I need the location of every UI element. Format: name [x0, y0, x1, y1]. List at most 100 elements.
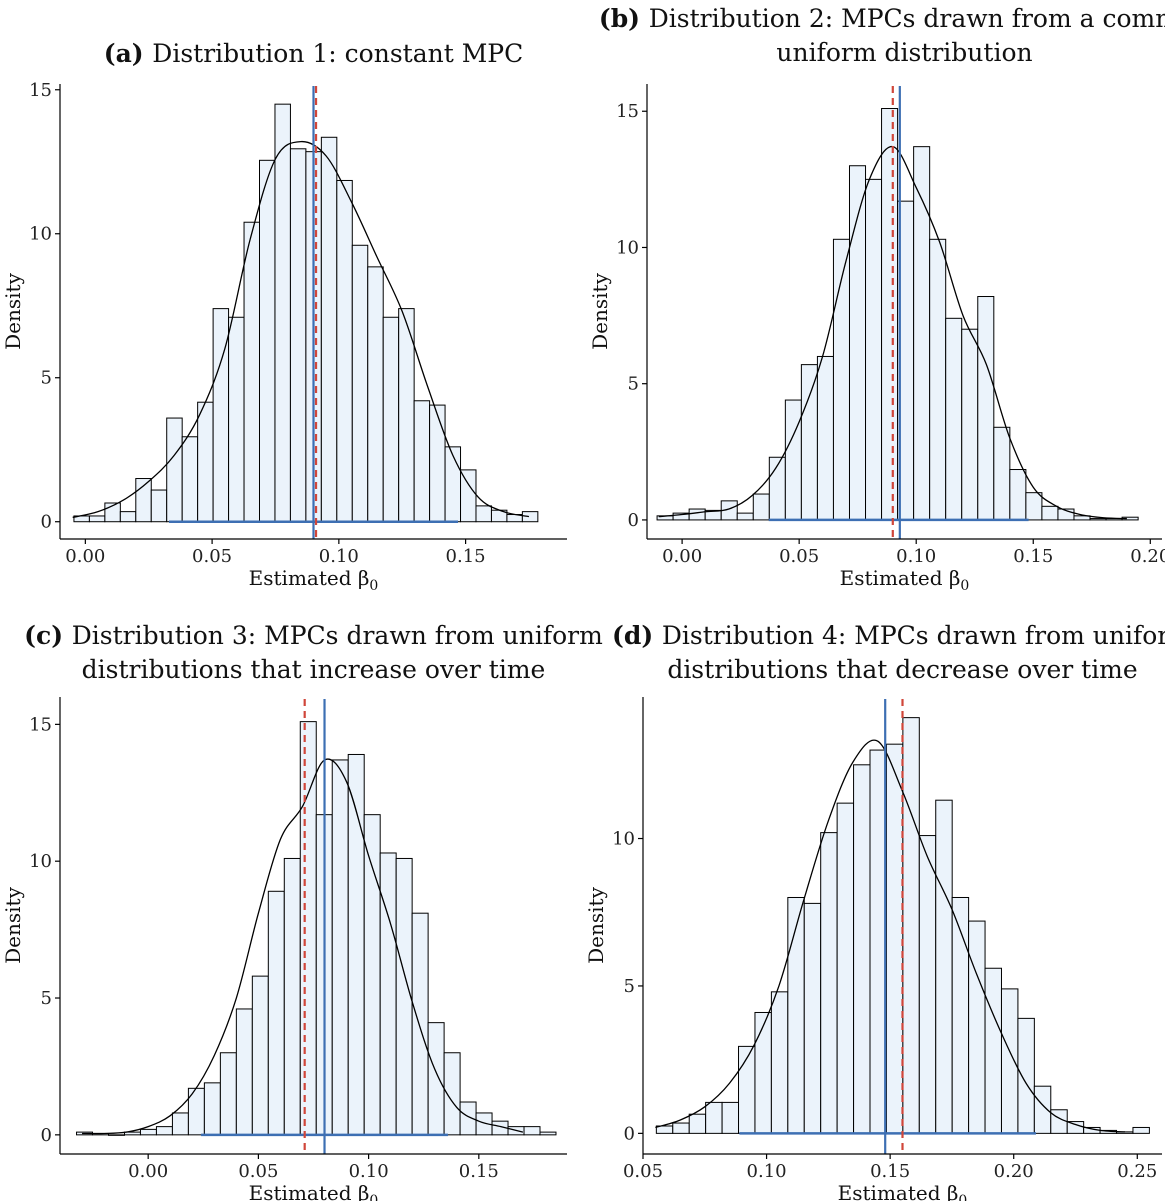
- histogram-bar: [1000, 988, 1019, 1134]
- x-axis-title: Estimated β0: [249, 1181, 379, 1201]
- y-axis-title: Density: [588, 272, 612, 349]
- chart-title: (a) Distribution 1: constant MPC: [104, 39, 524, 68]
- x-axis-title: Estimated β0: [840, 566, 970, 594]
- histogram-bar: [1009, 469, 1027, 521]
- histogram-bar: [243, 221, 260, 523]
- y-tick-label: 0: [41, 512, 52, 533]
- histogram-bar: [443, 1052, 461, 1136]
- y-tick-label: 5: [628, 374, 639, 395]
- histogram-bar: [351, 244, 369, 523]
- x-tick-label: 0.00: [662, 546, 702, 567]
- histogram-bar: [736, 512, 754, 521]
- y-axis-title: Density: [584, 886, 608, 963]
- histogram-bar: [155, 1126, 173, 1136]
- histogram-bar: [197, 401, 214, 523]
- histogram-bar: [993, 426, 1011, 521]
- histogram-bar: [367, 266, 384, 523]
- histogram-bar: [336, 179, 353, 523]
- histogram-bar: [228, 316, 245, 523]
- chart-panel-a: (a) Distribution 1: constant MPC 0.00 0.05…: [1, 39, 567, 594]
- histogram-bar: [212, 308, 230, 523]
- histogram-bar: [539, 1131, 557, 1136]
- histogram-bar: [331, 759, 349, 1136]
- histogram-bar: [1050, 1109, 1068, 1134]
- chart-title: (c) Distribution 3: MPCs drawn from unif…: [24, 621, 603, 650]
- histogram-bar: [913, 146, 931, 521]
- histogram-bar: [427, 1022, 445, 1136]
- histogram-bar: [166, 417, 183, 523]
- y-tick-label: 5: [624, 976, 635, 997]
- chart-title: distributions that decrease over time: [667, 655, 1137, 684]
- histogram-bar: [259, 159, 276, 523]
- histogram-bar: [150, 489, 168, 523]
- x-tick-label: 0.10: [319, 546, 359, 567]
- density-curve: [655, 739, 1125, 1133]
- x-tick-label: 0.00: [128, 1161, 168, 1182]
- histogram-bar: [320, 136, 338, 523]
- histogram-bar: [379, 852, 397, 1136]
- histogram-bar: [853, 764, 871, 1134]
- chart-title: (d) Distribution 4: MPCs drawn from unif…: [612, 621, 1165, 650]
- histogram-bar: [865, 178, 883, 521]
- histogram-bar: [902, 717, 920, 1134]
- histogram-bar: [1073, 515, 1091, 521]
- histogram-bar: [382, 316, 400, 523]
- histogram-bar: [1025, 492, 1043, 521]
- panel-label: (c): [24, 621, 72, 650]
- histogram-bar: [752, 493, 770, 521]
- histogram-bar: [754, 1011, 772, 1134]
- histogram-bar: [961, 328, 979, 521]
- histogram-bar: [705, 1101, 723, 1134]
- histogram-bar: [881, 108, 899, 521]
- histogram-bar: [171, 1112, 189, 1136]
- y-tick-label: 10: [29, 851, 52, 872]
- histogram-bar: [770, 991, 789, 1134]
- y-tick-label: 5: [41, 368, 52, 389]
- histogram-bar: [918, 835, 937, 1134]
- x-axis-title: Estimated β0: [838, 1181, 968, 1201]
- histogram-bar: [1066, 1121, 1085, 1134]
- histogram-bar: [1132, 1126, 1150, 1134]
- histogram-bar: [787, 896, 805, 1134]
- histogram-bar: [289, 148, 307, 523]
- y-axis-title: Density: [1, 886, 25, 963]
- y-tick-label: 10: [616, 237, 639, 258]
- y-tick-label: 15: [616, 101, 639, 122]
- histogram-bar: [935, 799, 953, 1134]
- histogram-bar: [274, 103, 291, 523]
- histogram-bar: [267, 890, 285, 1136]
- histogram-bar: [688, 1113, 707, 1134]
- histogram-bar: [521, 511, 539, 523]
- histogram-bar: [1057, 508, 1075, 521]
- histogram-bar: [181, 436, 199, 523]
- histogram-bar: [283, 857, 301, 1136]
- histogram-bar: [688, 508, 706, 521]
- x-tick-label: 0.05: [623, 1161, 663, 1182]
- panel-label: (d): [612, 621, 662, 650]
- histogram-bar: [1017, 1017, 1035, 1134]
- histogram-bar: [984, 967, 1002, 1134]
- histogram-bar: [219, 1052, 237, 1136]
- histogram-bar: [475, 505, 492, 523]
- y-tick-label: 10: [29, 224, 52, 245]
- y-tick-label: 0: [624, 1123, 635, 1144]
- y-tick-label: 0: [628, 510, 639, 531]
- histogram-bar: [523, 1126, 541, 1136]
- chart-panel-b: (b) Distribution 2: MPCs drawn from a co…: [588, 4, 1165, 594]
- histogram-bar: [721, 1101, 740, 1134]
- density-curve: [82, 758, 524, 1135]
- x-tick-label: 0.05: [238, 1161, 278, 1182]
- y-tick-label: 5: [41, 988, 52, 1009]
- histogram-bar: [411, 912, 429, 1136]
- histogram-bar: [968, 920, 986, 1134]
- histogram-bar: [251, 975, 269, 1136]
- y-tick-label: 10: [612, 829, 635, 850]
- x-tick-label: 0.15: [459, 1161, 499, 1182]
- x-tick-label: 0.10: [349, 1161, 389, 1182]
- density-curve: [72, 140, 530, 519]
- histogram-bar: [945, 317, 963, 521]
- chart-title: distributions that increase over time: [82, 655, 546, 684]
- panel-label: (b): [599, 4, 649, 33]
- histogram-bar: [803, 902, 822, 1134]
- histogram-bar: [869, 749, 887, 1134]
